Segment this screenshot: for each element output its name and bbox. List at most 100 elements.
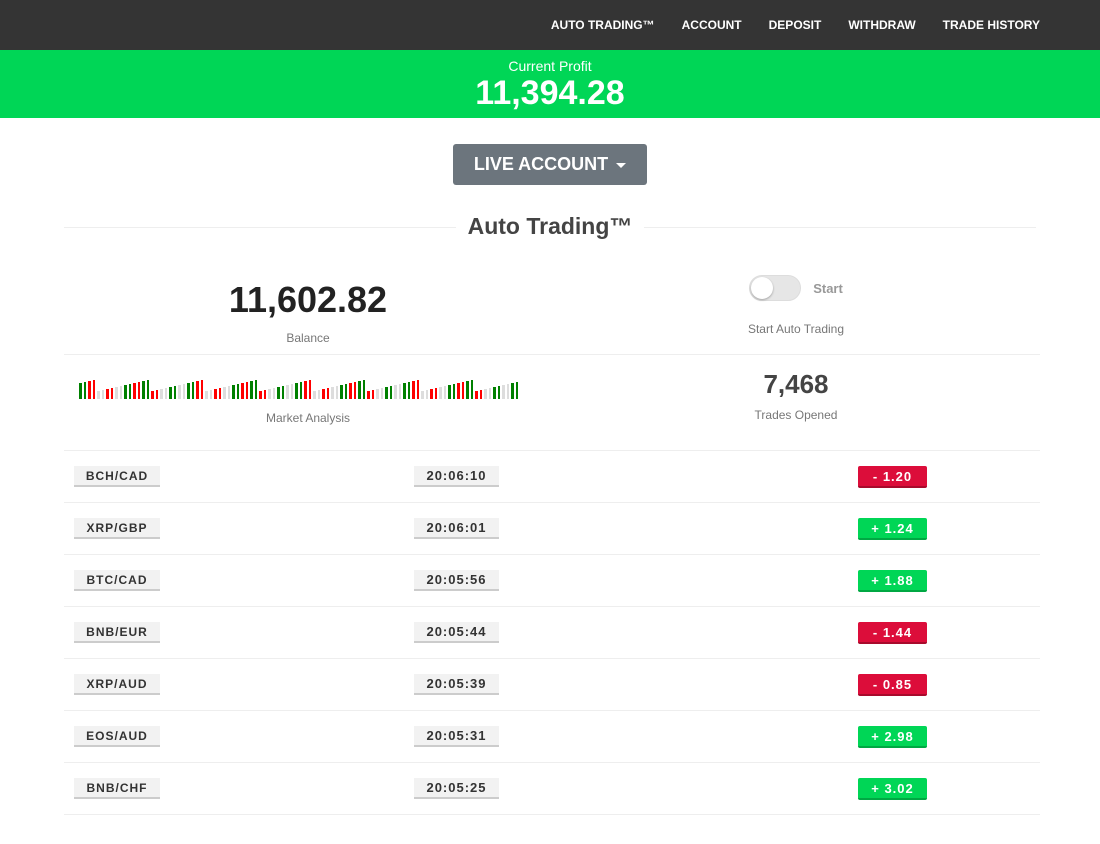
market-bar: [349, 383, 352, 399]
trade-row: BCH/CAD 20:06:10 - 1.20: [64, 451, 1040, 503]
pair-tag: BTC/CAD: [74, 570, 160, 591]
auto-trading-toggle[interactable]: [749, 275, 802, 301]
market-bar: [182, 384, 185, 399]
market-bar: [272, 388, 275, 399]
market-bar: [470, 380, 473, 399]
market-bar: [371, 390, 374, 399]
market-bar: [277, 387, 280, 399]
market-bar: [214, 389, 217, 399]
toggle-label: Start: [813, 280, 843, 296]
time-tag: 20:05:31: [414, 726, 499, 747]
market-bar: [209, 390, 212, 399]
market-bar: [286, 385, 289, 399]
auto-trading-panel: Start Start Auto Trading: [552, 259, 1040, 355]
market-bar: [124, 385, 127, 399]
amount-badge: + 2.98: [858, 725, 927, 748]
market-bar: [164, 388, 167, 399]
market-bar: [200, 380, 203, 399]
nav-account[interactable]: ACCOUNT: [681, 18, 742, 32]
market-bar: [403, 383, 406, 399]
market-bar: [106, 389, 109, 399]
market-bar: [434, 388, 437, 399]
market-bar: [218, 388, 221, 399]
market-bar: [146, 380, 149, 399]
market-bar: [169, 387, 172, 399]
pair-tag: EOS/AUD: [74, 726, 160, 747]
market-bar: [259, 391, 262, 399]
market-bar: [115, 387, 118, 399]
nav-withdraw[interactable]: WITHDRAW: [848, 18, 916, 32]
market-bar: [101, 390, 104, 399]
balance-value: 11,602.82: [228, 279, 388, 320]
balance-panel: 11,602.82 Balance: [64, 259, 552, 355]
market-bar: [313, 391, 316, 399]
market-bar: [479, 390, 482, 399]
market-bar: [439, 387, 442, 399]
top-nav: AUTO TRADING™ ACCOUNT DEPOSIT WITHDRAW T…: [0, 0, 1100, 50]
trade-row: XRP/AUD 20:05:39 - 0.85: [64, 659, 1040, 711]
market-bar: [502, 385, 505, 399]
market-bar: [326, 388, 329, 399]
market-bar: [191, 382, 194, 399]
market-bar: [367, 391, 370, 399]
market-bar: [515, 382, 518, 399]
market-bar: [322, 389, 325, 399]
market-bar: [268, 389, 271, 399]
trade-row: BTC/CAD 20:05:56 + 1.88: [64, 555, 1040, 607]
market-bar: [232, 385, 235, 399]
time-tag: 20:06:10: [414, 466, 499, 487]
market-bar: [452, 384, 455, 399]
market-bar: [389, 386, 392, 399]
market-bar: [376, 389, 379, 399]
market-bar: [317, 390, 320, 399]
market-bar: [484, 389, 487, 399]
amount-badge: - 1.44: [858, 621, 927, 644]
market-bar: [362, 380, 365, 399]
market-bar: [178, 385, 181, 399]
nav-deposit[interactable]: DEPOSIT: [768, 18, 822, 32]
market-bar: [466, 381, 469, 399]
nav-trade-history[interactable]: TRADE HISTORY: [942, 18, 1040, 32]
market-bar: [335, 386, 338, 399]
market-bar: [511, 383, 514, 399]
market-analysis-label: Market Analysis: [265, 411, 351, 425]
market-bar: [160, 389, 163, 399]
market-bar: [331, 387, 334, 399]
market-bar: [110, 388, 113, 399]
market-bar: [205, 391, 208, 399]
time-tag: 20:05:25: [414, 778, 499, 799]
market-bar: [250, 381, 253, 399]
time-tag: 20:05:44: [414, 622, 499, 643]
section-title: Auto Trading™: [455, 213, 645, 239]
nav-auto-trading[interactable]: AUTO TRADING™: [550, 18, 655, 32]
market-bar: [416, 380, 419, 399]
trade-row: EOS/AUD 20:05:31 + 2.98: [64, 711, 1040, 763]
profit-value: 11,394.28: [475, 74, 625, 112]
market-bar: [448, 385, 451, 399]
market-bar: [137, 382, 140, 399]
market-bar: [79, 383, 82, 399]
market-bar: [245, 382, 248, 399]
market-bar: [119, 386, 122, 399]
market-bar: [506, 384, 509, 399]
market-bar: [304, 381, 307, 399]
amount-badge: - 1.20: [858, 465, 927, 488]
trade-list: BCH/CAD 20:06:10 - 1.20 XRP/GBP 20:06:01 + 1.…: [64, 451, 1040, 815]
market-bar: [254, 380, 257, 399]
market-bar: [497, 386, 500, 399]
market-bar: [412, 381, 415, 399]
market-analysis-panel: Market Analysis: [64, 355, 552, 451]
market-bar: [241, 383, 244, 399]
market-bar: [223, 387, 226, 399]
pair-tag: XRP/GBP: [74, 518, 160, 539]
market-bar: [83, 382, 86, 399]
market-bar: [461, 382, 464, 399]
market-bar: [340, 385, 343, 399]
auto-trading-label: Start Auto Trading: [747, 322, 845, 336]
market-bar: [295, 383, 298, 399]
market-bar: [394, 385, 397, 399]
account-dropdown-button[interactable]: LIVE ACCOUNT: [453, 144, 647, 185]
market-bar: [385, 387, 388, 399]
pair-tag: BNB/EUR: [74, 622, 160, 643]
market-bar: [353, 382, 356, 399]
